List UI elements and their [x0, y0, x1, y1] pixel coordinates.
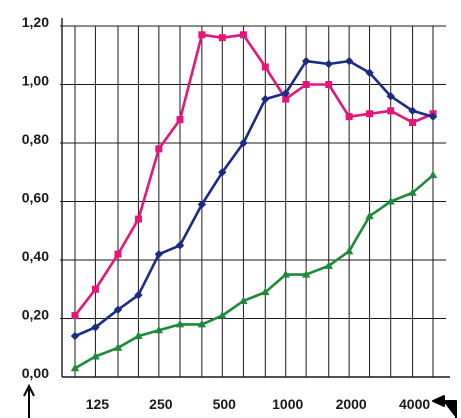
data-point — [282, 95, 290, 103]
data-point — [239, 296, 248, 304]
data-point — [281, 89, 290, 98]
data-point — [134, 331, 143, 340]
data-point — [261, 94, 270, 104]
data-point — [301, 270, 311, 278]
data-point — [344, 246, 354, 255]
x-tick-label: 4000 — [399, 396, 430, 412]
data-point — [301, 56, 311, 66]
data-point — [113, 305, 123, 314]
series-triangle — [70, 170, 438, 372]
data-point — [113, 343, 123, 351]
data-point — [324, 261, 333, 269]
axis-arrows — [23, 383, 457, 418]
series-diamond — [70, 56, 438, 341]
data-point — [387, 107, 395, 115]
data-point — [218, 34, 226, 42]
data-point — [175, 241, 185, 250]
data-point — [197, 200, 207, 209]
y-tick-label: 0,40 — [22, 248, 49, 264]
data-point — [70, 331, 80, 341]
data-point — [175, 319, 185, 328]
data-point — [428, 112, 438, 121]
data-point — [239, 138, 248, 148]
data-point — [134, 290, 143, 300]
data-point — [409, 119, 417, 127]
y-tick-label: 0,60 — [22, 190, 49, 206]
x-tick-label: 500 — [213, 396, 237, 412]
y-axis-arrow-icon — [23, 383, 35, 418]
data-point — [345, 113, 353, 121]
x-tick-label: 125 — [86, 396, 110, 412]
data-point — [386, 92, 395, 101]
data-point — [154, 249, 164, 259]
y-tick-label: 1,00 — [22, 73, 49, 89]
x-tick-label: 250 — [149, 396, 173, 412]
y-tick-label: 0,20 — [22, 307, 49, 323]
data-point — [154, 325, 164, 334]
data-point — [386, 197, 395, 205]
x-tick-labels: 125 250 500 1000 2000 4000 — [86, 396, 431, 412]
data-point — [325, 81, 333, 88]
data-point — [218, 168, 227, 177]
axes — [61, 18, 450, 378]
series-square — [71, 31, 437, 320]
data-point — [176, 116, 184, 124]
series — [70, 31, 438, 372]
data-point — [218, 311, 227, 319]
data-point — [365, 211, 374, 220]
series-line — [73, 33, 434, 317]
data-point — [344, 56, 354, 66]
data-point — [324, 59, 333, 69]
data-point — [155, 145, 163, 153]
series-line — [74, 174, 434, 370]
y-tick-label: 1,20 — [22, 14, 49, 30]
data-point — [408, 106, 417, 116]
data-point — [302, 81, 310, 88]
data-point — [239, 31, 247, 39]
y-tick-label: 0,80 — [22, 131, 49, 147]
data-point — [91, 323, 100, 332]
data-point — [366, 110, 374, 118]
data-point — [71, 312, 79, 320]
data-point — [114, 250, 122, 258]
data-point — [134, 215, 142, 223]
data-point — [261, 287, 270, 296]
y-tick-labels: 0,00 0,20 0,40 0,60 0,80 1,00 1,20 — [22, 14, 49, 381]
data-point — [261, 63, 269, 71]
data-point — [365, 68, 374, 77]
series-line — [74, 59, 434, 338]
data-point — [198, 31, 206, 39]
data-point — [197, 319, 207, 328]
data-point — [408, 188, 417, 196]
data-point — [281, 270, 290, 278]
data-point — [91, 285, 99, 293]
x-tick-label: 1000 — [272, 396, 303, 412]
data-point — [70, 363, 80, 372]
x-tick-label: 2000 — [336, 396, 367, 412]
right-corner-arrow-icon — [432, 395, 457, 418]
data-point — [91, 352, 100, 360]
grid — [60, 25, 446, 377]
y-tick-label: 0,00 — [22, 365, 49, 381]
data-point — [428, 170, 438, 179]
